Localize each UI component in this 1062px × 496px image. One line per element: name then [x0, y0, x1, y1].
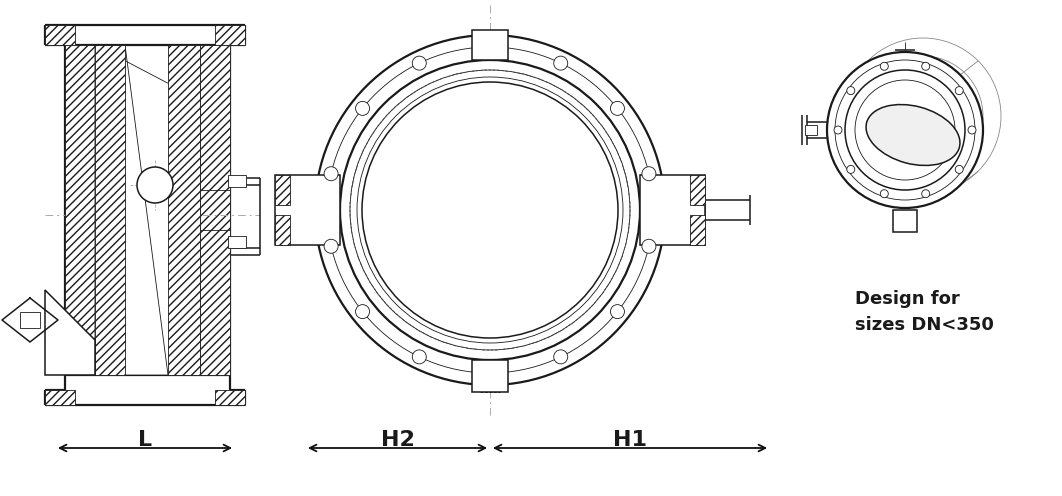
Circle shape — [922, 190, 929, 198]
Bar — [893, 210, 917, 232]
Text: H2: H2 — [380, 430, 414, 450]
Circle shape — [356, 101, 370, 116]
Circle shape — [846, 165, 855, 174]
Bar — [65, 45, 95, 375]
Circle shape — [834, 126, 842, 134]
Circle shape — [553, 350, 568, 364]
Bar — [200, 45, 230, 190]
Bar — [690, 175, 705, 205]
Circle shape — [611, 101, 624, 116]
Circle shape — [922, 62, 929, 70]
Bar — [200, 45, 230, 375]
Circle shape — [880, 190, 888, 198]
Circle shape — [340, 60, 640, 360]
Circle shape — [412, 350, 426, 364]
Circle shape — [845, 70, 965, 190]
Circle shape — [641, 167, 656, 181]
Bar — [805, 125, 817, 135]
Bar — [95, 45, 125, 375]
Circle shape — [955, 165, 963, 174]
Bar — [45, 390, 75, 405]
Circle shape — [846, 87, 855, 95]
Bar — [168, 45, 200, 375]
Circle shape — [955, 87, 963, 95]
Bar — [275, 175, 340, 245]
Circle shape — [315, 35, 665, 385]
Bar — [690, 215, 705, 245]
Circle shape — [412, 56, 426, 70]
Bar — [472, 30, 508, 60]
Circle shape — [324, 167, 338, 181]
Circle shape — [611, 305, 624, 318]
Circle shape — [324, 239, 338, 253]
Ellipse shape — [866, 105, 960, 166]
Circle shape — [553, 56, 568, 70]
Text: L: L — [138, 430, 152, 450]
Bar — [215, 25, 245, 45]
Bar — [640, 175, 705, 245]
Circle shape — [356, 305, 370, 318]
Text: H1: H1 — [613, 430, 647, 450]
Circle shape — [483, 40, 497, 54]
Circle shape — [362, 82, 618, 338]
Bar — [472, 360, 508, 392]
Circle shape — [483, 366, 497, 380]
Bar — [275, 175, 290, 205]
Text: Design for: Design for — [855, 290, 960, 308]
Polygon shape — [45, 290, 95, 375]
Circle shape — [967, 126, 976, 134]
Circle shape — [880, 62, 888, 70]
Circle shape — [137, 167, 173, 203]
Bar — [215, 390, 245, 405]
Bar — [65, 45, 95, 375]
Circle shape — [641, 239, 656, 253]
Text: sizes DN<350: sizes DN<350 — [855, 316, 994, 334]
Bar — [200, 230, 230, 375]
Bar — [20, 312, 40, 328]
Polygon shape — [95, 45, 200, 375]
Bar — [45, 25, 75, 45]
Bar — [275, 215, 290, 245]
Circle shape — [827, 52, 983, 208]
Bar — [228, 175, 246, 187]
Bar — [228, 236, 246, 248]
